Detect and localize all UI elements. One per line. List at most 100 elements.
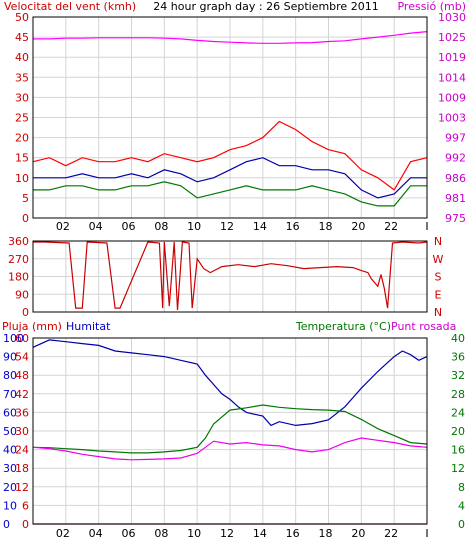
humidity-tick-label: 30: [3, 462, 17, 475]
temperature-tick-label: 20: [451, 425, 465, 438]
temperature-axis-label: Temperatura (°C): [295, 320, 391, 333]
series-line: [33, 157, 427, 199]
pressure-tick-label: 975: [445, 212, 466, 225]
direction-tick-label: 90: [15, 288, 29, 301]
series-line: [33, 181, 427, 207]
temperature-tick-label: 0: [458, 518, 465, 531]
rain-tick-label: 30: [15, 425, 29, 438]
compass-label: N: [434, 306, 442, 319]
humidity-tick-label: 50: [3, 425, 17, 438]
compass-label: W: [433, 253, 444, 266]
x-tick-label: I: [425, 527, 428, 540]
panel3-rain-ticks: 0 6 12 18 24 30 36 42 48 54 60: [15, 332, 29, 531]
x-tick-label: 08: [154, 220, 168, 233]
temperature-tick-label: 16: [451, 444, 465, 457]
rain-tick-label: 36: [15, 406, 29, 419]
humidity-tick-label: 80: [3, 369, 17, 382]
x-tick-label: 10: [187, 527, 201, 540]
temperature-tick-label: 8: [458, 481, 465, 494]
panel2-frame: [32, 240, 428, 313]
series-line: [32, 404, 428, 454]
panel2-left-ticks: 360 270 180 90 0: [8, 235, 29, 319]
series-line: [33, 31, 428, 44]
pressure-tick-label: 1019: [438, 51, 466, 64]
x-tick-label: 04: [89, 220, 103, 233]
pressure-tick-label: 1030: [438, 11, 466, 24]
x-tick-label: 06: [122, 220, 136, 233]
humidity-axis-label: Humitat: [66, 320, 111, 333]
compass-label: N: [434, 235, 442, 248]
compass-label: E: [435, 288, 442, 301]
pressure-tick-label: 986: [445, 172, 466, 185]
rain-tick-label: 6: [22, 499, 29, 512]
rain-axis-label: Pluja (mm): [2, 320, 62, 333]
x-tick-label: 14: [253, 527, 267, 540]
rain-tick-label: 24: [15, 444, 29, 457]
panel3-humidity-ticks: 0 10 20 30 40 50 60 70 80 90 100: [3, 332, 24, 531]
wind-tick-label: 45: [15, 31, 29, 44]
x-tick-label: 18: [319, 527, 333, 540]
temperature-tick-label: 36: [451, 351, 465, 364]
panel1-right-ticks: 975 981 986 992 997 1003 1009 1014 1019 1025 1030: [438, 11, 466, 225]
x-tick-label: 22: [384, 220, 398, 233]
x-tick-label: 12: [220, 220, 234, 233]
humidity-tick-label: 70: [3, 388, 17, 401]
rain-tick-label: 60: [15, 332, 29, 345]
panel3-frame: [32, 337, 428, 525]
x-tick-label: 08: [154, 527, 168, 540]
wind-tick-label: 10: [15, 172, 29, 185]
temperature-tick-label: 12: [451, 462, 465, 475]
humidity-tick-label: 90: [3, 351, 17, 364]
humidity-tick-label: 40: [3, 444, 17, 457]
series-line: [32, 437, 428, 461]
temperature-tick-label: 24: [451, 406, 465, 419]
humidity-tick-label: 10: [3, 499, 17, 512]
wind-tick-label: 15: [15, 152, 29, 165]
x-tick-label: I: [425, 220, 428, 233]
direction-tick-label: 180: [8, 271, 29, 284]
panel3-temperature-ticks: 0 4 8 12 16 20 24 28 32 36 40: [451, 332, 465, 531]
pressure-axis-label: Pressió (mb): [397, 0, 466, 13]
rain-tick-label: 12: [15, 481, 29, 494]
x-tick-label: 20: [351, 527, 365, 540]
compass-label: S: [435, 271, 442, 284]
x-tick-label: 20: [351, 220, 365, 233]
wind-tick-label: 0: [22, 212, 29, 225]
x-tick-label: 06: [122, 527, 136, 540]
series-line: [32, 339, 428, 427]
panel1-series: [32, 31, 428, 207]
pressure-tick-label: 992: [445, 152, 466, 165]
direction-tick-label: 0: [22, 306, 29, 319]
series-line: [33, 241, 428, 311]
panel2-series: [33, 241, 428, 311]
rain-tick-label: 48: [15, 369, 29, 382]
wind-axis-label: Velocitat del vent (kmh): [4, 0, 136, 13]
x-tick-label: 16: [286, 527, 300, 540]
pressure-tick-label: 997: [445, 132, 466, 145]
humidity-tick-label: 20: [3, 481, 17, 494]
pressure-tick-label: 1009: [438, 91, 466, 104]
wind-tick-label: 25: [15, 112, 29, 125]
x-tick-label: 22: [384, 527, 398, 540]
temperature-tick-label: 28: [451, 388, 465, 401]
wind-tick-label: 20: [15, 132, 29, 145]
x-tick-label: 12: [220, 527, 234, 540]
humidity-tick-label: 100: [3, 332, 24, 345]
temperature-tick-label: 40: [451, 332, 465, 345]
direction-tick-label: 360: [8, 235, 29, 248]
chart-title: 24 hour graph day : 26 Septiembre 2011: [153, 0, 378, 13]
rain-tick-label: 0: [22, 518, 29, 531]
rain-tick-label: 54: [15, 351, 29, 364]
series-line: [32, 120, 428, 191]
direction-tick-label: 270: [8, 253, 29, 266]
humidity-tick-label: 0: [3, 518, 10, 531]
pressure-tick-label: 981: [445, 192, 466, 205]
panel1-x-ticks: 02 04 06 08 10 12 14 16 18 20 22 I: [56, 220, 429, 233]
pressure-tick-label: 1014: [438, 71, 466, 84]
x-tick-label: 02: [56, 220, 70, 233]
wind-tick-label: 35: [15, 71, 29, 84]
pressure-tick-label: 1003: [438, 112, 466, 125]
pressure-tick-label: 1025: [438, 31, 466, 44]
